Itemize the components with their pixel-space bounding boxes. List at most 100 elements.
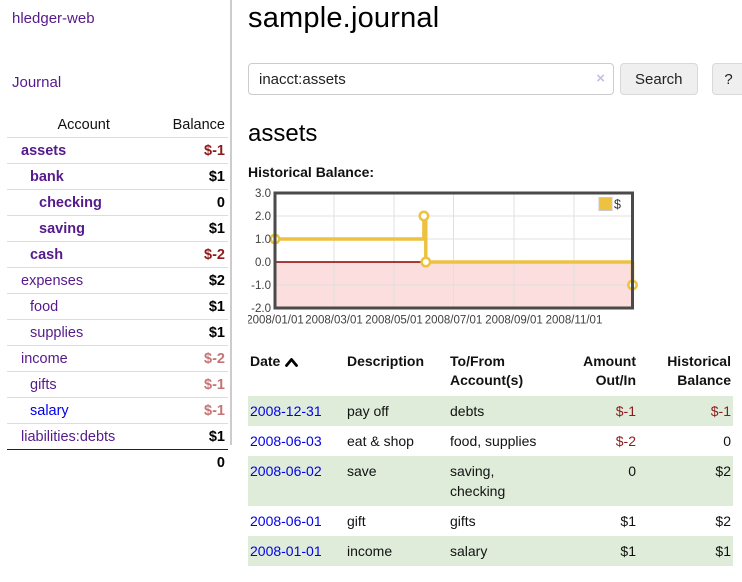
search-input[interactable]	[248, 63, 614, 95]
account-link-expenses[interactable]: expenses	[21, 272, 84, 289]
account-row: salary $-1	[7, 397, 228, 424]
transaction-amount: $1	[620, 543, 636, 559]
data-point-marker	[418, 210, 430, 222]
transaction-balance: $2	[715, 513, 731, 529]
transaction-date-link[interactable]: 2008-01-01	[250, 543, 322, 559]
account-row: assets $-1	[7, 137, 228, 164]
register-col-balance: Historical Balance	[667, 353, 731, 388]
account-balance: $1	[152, 215, 228, 242]
account-row: saving $1	[7, 215, 228, 242]
legend-label: $	[614, 198, 621, 212]
svg-text:2008/03/01: 2008/03/01	[305, 315, 363, 327]
account-row: liabilities:debts $1	[7, 423, 228, 450]
transaction-balance: $1	[715, 543, 731, 559]
x-axis-ticks: 2008/01/01 2008/03/01 2008/05/01 2008/07…	[248, 315, 602, 327]
transaction-amount: 0	[628, 463, 636, 479]
register-header-row: Date Description To/From Account(s) Amoun…	[248, 349, 733, 396]
transaction-date-link[interactable]: 2008-06-01	[250, 513, 322, 529]
search-button[interactable]: Search	[620, 63, 698, 95]
transaction-balance: 0	[723, 433, 731, 449]
transaction-date-link[interactable]: 2008-12-31	[250, 403, 322, 419]
register-col-date[interactable]: Date	[248, 349, 345, 396]
transaction-amount: $-1	[615, 403, 636, 419]
account-link-liabilities-debts[interactable]: liabilities:debts	[21, 428, 116, 445]
account-link-gifts[interactable]: gifts	[30, 376, 57, 393]
plot-border	[273, 191, 634, 310]
account-balance: $2	[152, 267, 228, 294]
data-point-marker	[420, 256, 432, 268]
svg-text:2008/11/01: 2008/11/01	[546, 315, 603, 327]
account-balance: $1	[152, 163, 228, 190]
y-axis-ticks: 3.0 2.0 1.0 0.0 -1.0 -2.0	[251, 188, 271, 315]
historical-balance-chart: $ 3.0 2.0 1.0 0.0 -1.0 -2.0 2008/01/01 2…	[248, 188, 638, 327]
register-row: 2008-06-02 save saving, checking 0 $2	[248, 456, 733, 506]
transaction-accounts: debts	[450, 403, 485, 419]
account-link-supplies[interactable]: supplies	[30, 324, 84, 341]
transaction-accounts: salary	[450, 543, 488, 559]
register-row: 2008-06-03 eat & shop food, supplies $-2…	[248, 426, 733, 456]
account-balance: $-2	[152, 345, 228, 372]
account-row: income $-2	[7, 345, 228, 372]
transaction-accounts: gifts	[450, 513, 476, 529]
accounts-col-account: Account	[57, 116, 110, 133]
accounts-col-balance: Balance	[172, 116, 225, 133]
transaction-description: income	[347, 543, 393, 559]
transaction-amount: $-2	[615, 433, 636, 449]
svg-text:-2.0: -2.0	[251, 303, 271, 315]
account-link-saving[interactable]: saving	[39, 220, 85, 237]
page: hledger-web Journal Account Balance asse…	[0, 0, 742, 566]
main-content: sample.journal × Search ? assets Histori…	[232, 0, 742, 566]
accounts-table: Account Balance assets $-1 bank $1 check…	[7, 112, 228, 475]
transaction-description: pay off	[347, 403, 389, 419]
sort-asc-icon	[285, 358, 299, 367]
sidebar-divider	[230, 0, 232, 445]
search-form: × Search ?	[248, 63, 742, 95]
chart-label: Historical Balance:	[248, 164, 375, 180]
accounts-total-value: 0	[152, 449, 228, 475]
transaction-description: gift	[347, 513, 366, 529]
transaction-date-link[interactable]: 2008-06-02	[250, 463, 322, 479]
sidebar: hledger-web Journal Account Balance asse…	[0, 0, 232, 566]
transaction-accounts: saving, checking	[450, 463, 506, 499]
app-title-link[interactable]: hledger-web	[12, 10, 95, 27]
account-balance: $1	[152, 293, 228, 320]
account-link-food[interactable]: food	[30, 298, 59, 315]
account-link-income[interactable]: income	[21, 350, 68, 367]
account-balance: 0	[152, 189, 228, 216]
account-balance: $1	[152, 423, 228, 450]
account-link-assets[interactable]: assets	[21, 142, 67, 159]
register-col-description: Description	[347, 353, 425, 369]
help-button[interactable]: ?	[711, 63, 742, 95]
account-row: bank $1	[7, 163, 228, 190]
svg-text:2008/01/01: 2008/01/01	[248, 315, 304, 327]
account-link-salary[interactable]: salary	[30, 402, 69, 419]
page-title: sample.journal	[248, 2, 440, 34]
register-col-accounts: To/From Account(s)	[450, 353, 524, 388]
account-row: expenses $2	[7, 267, 228, 294]
account-link-cash[interactable]: cash	[30, 246, 64, 263]
clear-search-icon[interactable]: ×	[596, 70, 605, 87]
account-row: gifts $-1	[7, 371, 228, 398]
svg-text:-1.0: -1.0	[251, 280, 271, 292]
account-balance: $-1	[152, 397, 228, 424]
account-link-bank[interactable]: bank	[30, 168, 64, 185]
transaction-accounts: food, supplies	[450, 433, 537, 449]
register-col-amount: Amount Out/In	[583, 353, 636, 388]
svg-text:2008/07/01: 2008/07/01	[425, 315, 483, 327]
account-balance: $1	[152, 319, 228, 346]
accounts-total-row: 0	[7, 449, 228, 475]
svg-text:2008/09/01: 2008/09/01	[485, 315, 543, 327]
register-row: 2008-01-01 income salary $1 $1	[248, 536, 733, 566]
account-link-checking[interactable]: checking	[39, 194, 102, 211]
register-row: 2008-06-01 gift gifts $1 $2	[248, 506, 733, 536]
register-row: 2008-12-31 pay off debts $-1 $-1	[248, 396, 733, 426]
transaction-date-link[interactable]: 2008-06-03	[250, 433, 322, 449]
account-balance: $-1	[152, 371, 228, 398]
sidebar-item-journal[interactable]: Journal	[12, 74, 62, 91]
svg-text:3.0: 3.0	[255, 188, 271, 200]
accounts-header-row: Account Balance	[7, 112, 228, 138]
account-heading: assets	[248, 120, 318, 147]
transaction-description: save	[347, 463, 377, 479]
account-row: food $1	[7, 293, 228, 320]
account-row: checking 0	[7, 189, 228, 216]
